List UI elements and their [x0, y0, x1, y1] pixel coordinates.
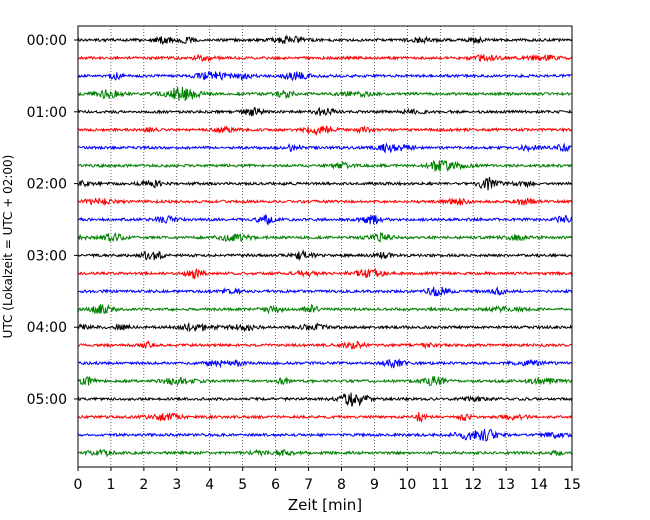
trace-0300	[77, 249, 573, 261]
trace-0245	[77, 231, 573, 244]
x-tick-label-1: 1	[106, 477, 115, 493]
x-tick-label-6: 6	[271, 477, 280, 493]
x-tick-label-5: 5	[238, 477, 247, 493]
trace-0400	[77, 321, 573, 333]
x-axis-ticks: 0 1 2 3 4 5 6 7 8 9 10 11 12 13 14 15	[74, 467, 581, 493]
x-tick-label-10: 10	[398, 477, 416, 493]
plot-frame	[77, 25, 573, 468]
seismic-traces	[77, 34, 573, 458]
y-tick-label-0100: 01:00	[27, 105, 67, 121]
trace-0230	[77, 214, 573, 226]
x-tick-label-7: 7	[304, 477, 313, 493]
x-tick-label-0: 0	[74, 477, 83, 493]
y-tick-label-0500: 05:00	[27, 392, 67, 408]
trace-0145	[77, 159, 573, 172]
trace-0500	[77, 392, 573, 407]
trace-0545	[77, 448, 573, 458]
x-tick-label-11: 11	[431, 477, 449, 493]
trace-0515	[77, 412, 573, 424]
trace-0030	[77, 70, 573, 82]
trace-0415	[77, 340, 573, 351]
trace-0000	[77, 34, 573, 45]
trace-0115	[77, 125, 573, 137]
trace-0445	[77, 376, 573, 387]
trace-0045	[77, 86, 573, 102]
y-axis-label: UTC (Lokalzeit = UTC + 02:00)	[1, 155, 15, 339]
trace-0130	[77, 142, 573, 154]
x-tick-label-4: 4	[205, 477, 214, 493]
trace-0430	[77, 358, 573, 369]
x-tick-label-12: 12	[464, 477, 482, 493]
x-tick-label-9: 9	[370, 477, 379, 493]
x-axis-label: Zeit [min]	[288, 496, 362, 514]
x-tick-label-2: 2	[139, 477, 148, 493]
trace-0015	[77, 53, 573, 63]
trace-0530	[77, 428, 573, 442]
y-tick-label-0400: 04:00	[27, 320, 67, 336]
y-tick-label-0200: 02:00	[27, 177, 67, 193]
x-tick-label-3: 3	[172, 477, 181, 493]
y-axis-ticks: 00:00 01:00 02:00 03:00 04:00 05:00	[27, 33, 78, 408]
trace-0330	[77, 285, 573, 297]
y-tick-label-0300: 03:00	[27, 248, 67, 264]
x-tick-label-15: 15	[563, 477, 581, 493]
x-tick-label-8: 8	[337, 477, 346, 493]
x-tick-label-14: 14	[530, 477, 548, 493]
x-tick-label-13: 13	[497, 477, 515, 493]
trace-0215	[77, 197, 573, 207]
trace-0315	[77, 267, 573, 280]
trace-0200	[77, 176, 573, 191]
trace-0345	[77, 303, 573, 315]
trace-0100	[77, 106, 573, 117]
y-tick-label-0000: 00:00	[27, 33, 67, 49]
